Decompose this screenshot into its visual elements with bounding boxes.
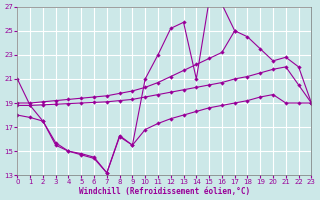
X-axis label: Windchill (Refroidissement éolien,°C): Windchill (Refroidissement éolien,°C) xyxy=(79,187,250,196)
